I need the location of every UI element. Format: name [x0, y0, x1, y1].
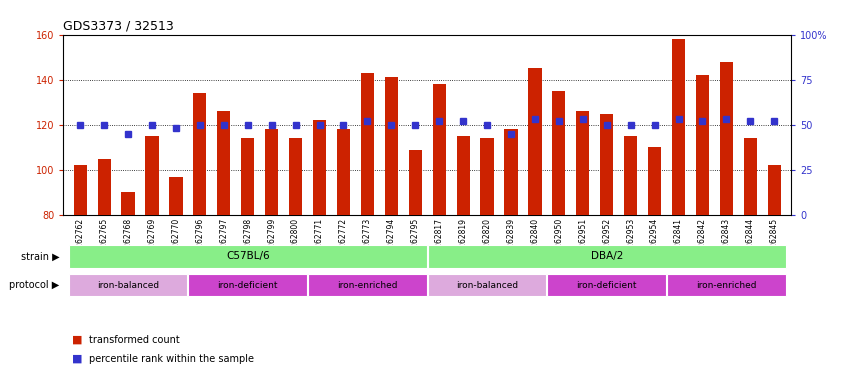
Bar: [169, 177, 183, 215]
Bar: [69, 245, 426, 268]
Bar: [189, 274, 307, 296]
Bar: [504, 129, 518, 215]
Text: iron-balanced: iron-balanced: [97, 281, 159, 290]
Bar: [217, 111, 230, 215]
Bar: [360, 73, 374, 215]
Text: ■: ■: [72, 354, 82, 364]
Bar: [146, 136, 158, 215]
Bar: [193, 93, 206, 215]
Bar: [428, 245, 786, 268]
Bar: [122, 192, 135, 215]
Bar: [241, 138, 255, 215]
Bar: [74, 166, 87, 215]
Text: DBA/2: DBA/2: [591, 251, 623, 262]
Bar: [289, 138, 302, 215]
Text: transformed count: transformed count: [89, 335, 179, 345]
Text: iron-balanced: iron-balanced: [456, 281, 518, 290]
Bar: [547, 274, 666, 296]
Bar: [385, 78, 398, 215]
Bar: [529, 68, 541, 215]
Bar: [337, 129, 350, 215]
Bar: [720, 62, 733, 215]
Bar: [409, 150, 422, 215]
Bar: [672, 39, 685, 215]
Text: iron-deficient: iron-deficient: [217, 281, 278, 290]
Bar: [308, 274, 426, 296]
Text: ■: ■: [72, 335, 82, 345]
Text: C57BL/6: C57BL/6: [226, 251, 270, 262]
Text: percentile rank within the sample: percentile rank within the sample: [89, 354, 254, 364]
Bar: [767, 166, 781, 215]
Bar: [696, 75, 709, 215]
Text: iron-enriched: iron-enriched: [338, 281, 398, 290]
Bar: [600, 114, 613, 215]
Bar: [481, 138, 494, 215]
Bar: [552, 91, 565, 215]
Bar: [457, 136, 470, 215]
Bar: [576, 111, 590, 215]
Bar: [265, 129, 278, 215]
Bar: [69, 274, 188, 296]
Bar: [648, 147, 662, 215]
Bar: [432, 84, 446, 215]
Text: iron-enriched: iron-enriched: [696, 281, 756, 290]
Text: protocol ▶: protocol ▶: [9, 280, 59, 290]
Bar: [744, 138, 757, 215]
Bar: [624, 136, 637, 215]
Bar: [313, 120, 326, 215]
Text: iron-deficient: iron-deficient: [576, 281, 637, 290]
Text: strain ▶: strain ▶: [20, 251, 59, 262]
Bar: [97, 159, 111, 215]
Text: GDS3373 / 32513: GDS3373 / 32513: [63, 20, 174, 33]
Bar: [428, 274, 547, 296]
Bar: [667, 274, 786, 296]
